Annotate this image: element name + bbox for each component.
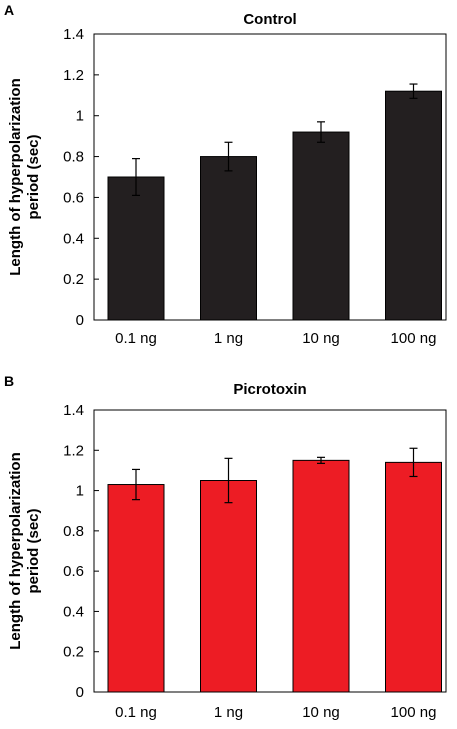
chart-panel-a: A Control Length of hyperpolarizationperio… xyxy=(4,2,447,347)
y-tick-label: 0.6 xyxy=(63,189,84,206)
chart-panel-b: B Picrotoxin Length of hyperpolarizationpe… xyxy=(4,373,447,721)
y-tick-label: 1 xyxy=(76,108,84,125)
bar xyxy=(292,459,350,693)
bar xyxy=(200,480,257,693)
bar xyxy=(292,131,350,321)
x-tick-label: 0.1 ng xyxy=(115,330,157,347)
x-tick-label: 100 ng xyxy=(391,330,437,347)
x-tick-label: 1 ng xyxy=(214,330,243,347)
y-tick-label: 1.4 xyxy=(63,402,84,419)
x-tick-label: 0.1 ng xyxy=(115,704,157,721)
y-tick-label: 1.2 xyxy=(63,442,84,459)
y-tick-label: 0.8 xyxy=(63,149,84,166)
y-tick-label: 0.8 xyxy=(63,523,84,540)
x-tick-label: 100 ng xyxy=(391,704,437,721)
bar xyxy=(107,176,165,321)
y-tick-label: 1 xyxy=(76,483,84,500)
chart-title: Control xyxy=(243,11,296,28)
y-tick-label: 0 xyxy=(76,684,84,701)
y-tick-label: 0.4 xyxy=(63,230,84,247)
y-tick-label: 0.6 xyxy=(63,563,84,580)
y-axis-label: Length of hyperpolarizationperiod (sec) xyxy=(7,78,42,276)
y-tick-label: 1.2 xyxy=(63,67,84,84)
y-tick-label: 0 xyxy=(76,312,84,329)
chart-title: Picrotoxin xyxy=(233,381,306,398)
bar xyxy=(107,484,165,693)
panel-letter: B xyxy=(4,373,14,389)
y-tick-label: 0.2 xyxy=(63,644,84,661)
x-tick-label: 10 ng xyxy=(302,704,340,721)
plot-frame xyxy=(93,409,447,693)
bar xyxy=(385,90,442,321)
bar xyxy=(200,156,257,321)
x-tick-label: 10 ng xyxy=(302,330,340,347)
panel-letter: A xyxy=(4,2,14,18)
y-axis-label-line: period (sec) xyxy=(25,508,42,593)
bar xyxy=(385,461,442,693)
x-tick-label: 1 ng xyxy=(214,704,243,721)
plot-frame xyxy=(93,33,447,321)
y-axis-label-line: period (sec) xyxy=(25,134,42,219)
y-axis-label-line: Length of hyperpolarization xyxy=(7,452,24,650)
y-axis-label: Length of hyperpolarizationperiod (sec) xyxy=(7,452,42,650)
y-tick-label: 1.4 xyxy=(63,26,84,43)
y-tick-label: 0.2 xyxy=(63,271,84,288)
y-axis-label-line: Length of hyperpolarization xyxy=(7,78,24,276)
y-tick-label: 0.4 xyxy=(63,603,84,620)
